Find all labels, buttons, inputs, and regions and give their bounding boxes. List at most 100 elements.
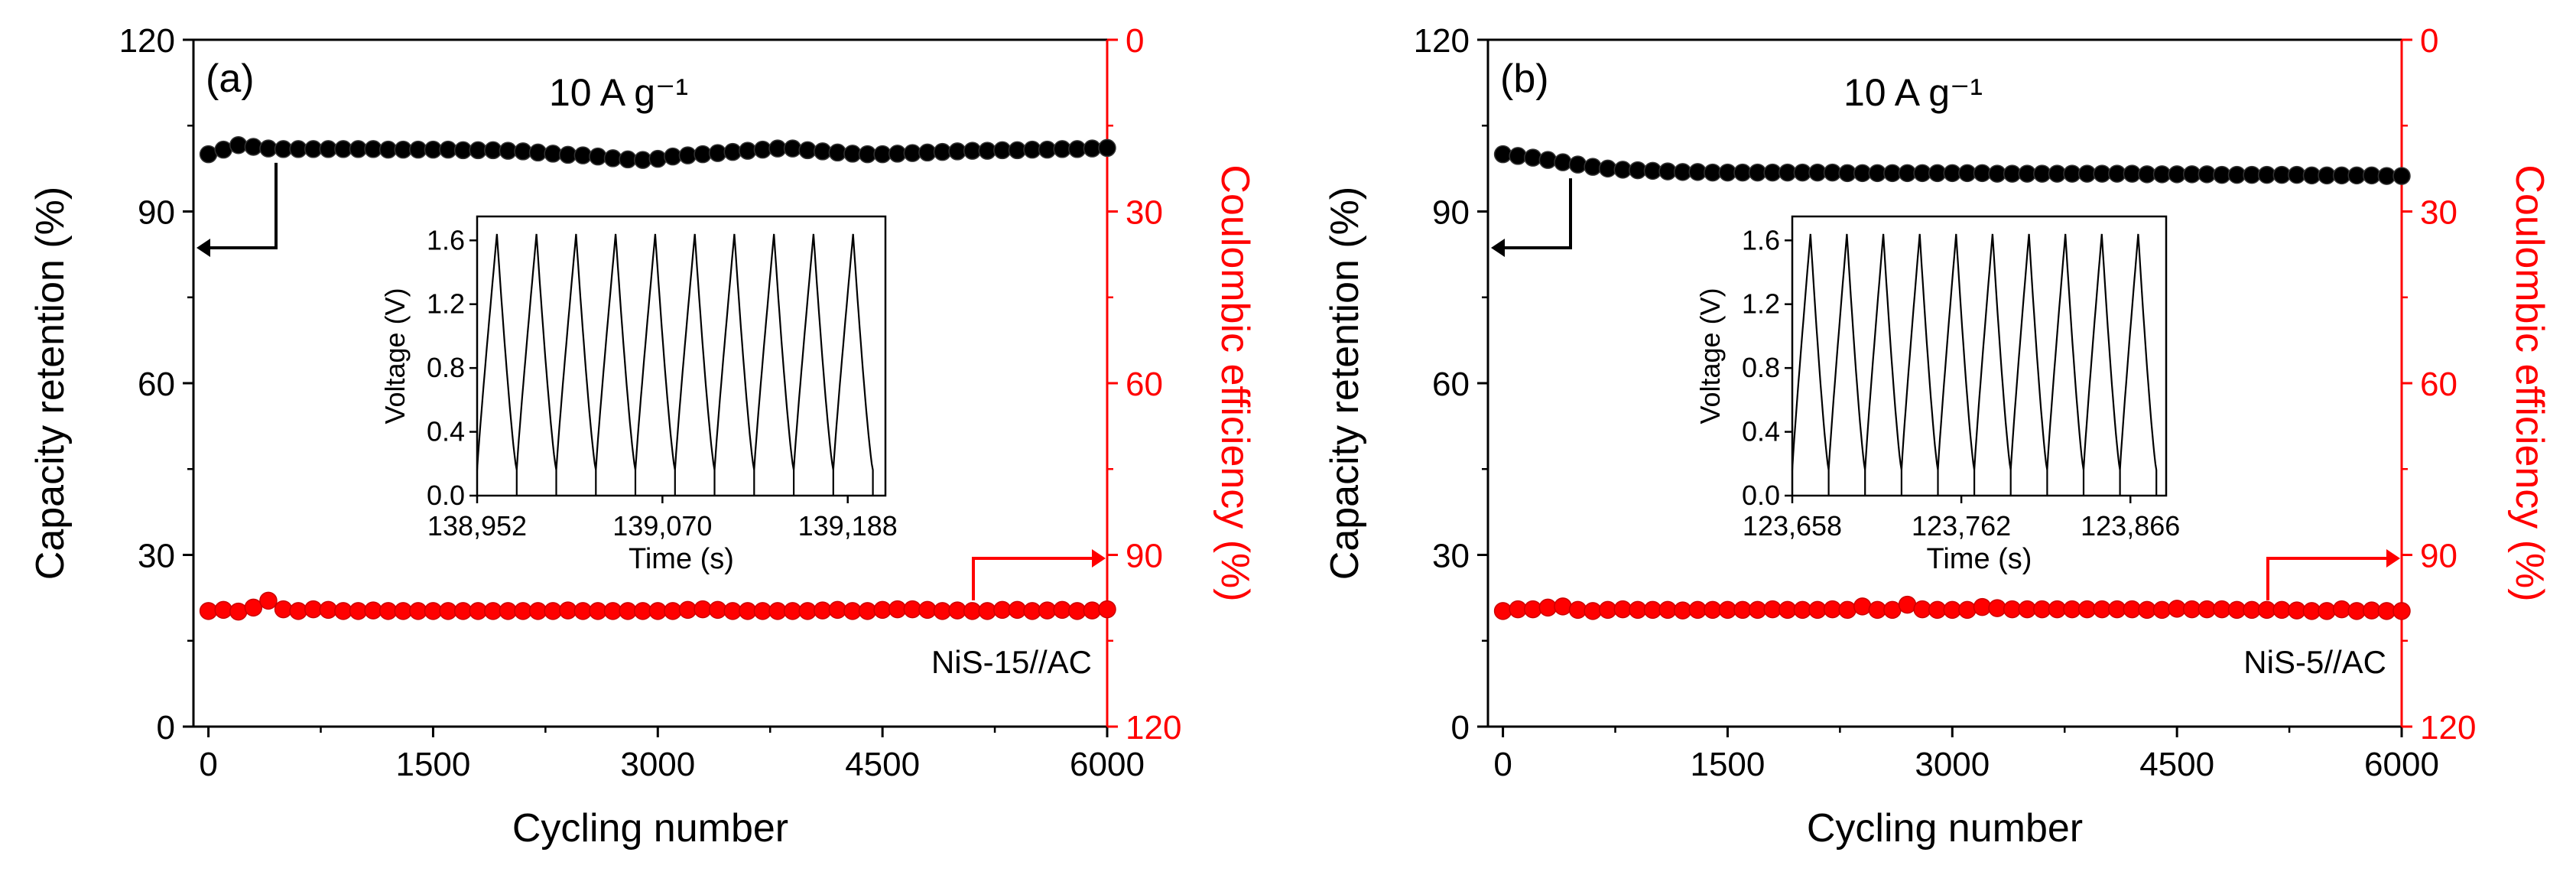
current-density-annotation: 10 A g⁻¹ — [1843, 71, 1983, 114]
x-tick-label: 4500 — [845, 746, 920, 783]
efficiency-point — [1688, 600, 1707, 620]
efficiency-point — [1524, 600, 1542, 619]
retention-point — [1883, 164, 1902, 183]
retention-point — [1053, 140, 1071, 158]
retention-point — [814, 142, 832, 161]
efficiency-point — [708, 600, 727, 620]
current-density-annotation: 10 A g⁻¹ — [549, 71, 688, 114]
retention-point — [2243, 165, 2261, 184]
y2-tick-label: 120 — [2420, 709, 2476, 747]
retention-point — [394, 140, 413, 159]
retention-point — [2363, 166, 2381, 185]
efficiency-point — [2077, 600, 2097, 619]
retention-point — [1538, 151, 1558, 169]
efficiency-point — [2048, 600, 2067, 619]
efficiency-point — [1068, 602, 1087, 620]
y2-tick-label: 90 — [2420, 538, 2457, 575]
inset-voltage-curve — [476, 233, 874, 496]
efficiency-point — [559, 601, 577, 620]
efficiency-point — [1098, 600, 1116, 619]
retention-point — [244, 138, 263, 156]
retention-point — [1853, 164, 1872, 183]
efficiency-point — [1973, 597, 1992, 616]
efficiency-point — [873, 600, 892, 620]
retention-point — [1763, 163, 1782, 182]
inset-y-tick-label: 1.6 — [1742, 224, 1780, 255]
retention-point — [963, 141, 982, 160]
efficiency-series — [199, 591, 1116, 621]
retention-point — [2332, 166, 2351, 185]
retention-point — [993, 141, 1012, 160]
efficiency-point — [229, 602, 248, 621]
y-tick-label: 30 — [1432, 538, 1470, 575]
efficiency-point — [1748, 600, 1767, 620]
efficiency-point — [2227, 600, 2246, 620]
x-tick-label: 3000 — [620, 746, 695, 783]
efficiency-point — [739, 602, 757, 620]
efficiency-point — [783, 602, 802, 620]
efficiency-point — [214, 600, 232, 620]
retention-point — [1613, 161, 1632, 179]
retention-point — [439, 140, 457, 159]
y-axis-label: Capacity retention (%) — [1323, 187, 1367, 580]
inset-voltage-curve — [1791, 233, 2158, 496]
efficiency-point — [648, 602, 668, 620]
retention-point — [1524, 148, 1542, 167]
retention-point — [2377, 167, 2396, 185]
inset-y-tick-label: 0.4 — [427, 416, 465, 447]
retention-point — [514, 142, 532, 161]
y2-tick-label: 60 — [1126, 366, 1163, 403]
efficiency-point — [499, 602, 518, 620]
x-tick-label: 6000 — [2364, 746, 2439, 783]
efficiency-point — [2363, 601, 2381, 620]
efficiency-point — [1673, 601, 1692, 620]
efficiency-point — [2108, 600, 2126, 619]
retention-point — [1838, 164, 1856, 183]
inset-y-tick-label: 0.8 — [1742, 352, 1780, 383]
efficiency-point — [2138, 600, 2156, 620]
y-tick-label: 90 — [1432, 194, 1470, 232]
right-axis-arrow — [972, 557, 1095, 600]
efficiency-point — [1554, 597, 1572, 616]
efficiency-point — [409, 602, 427, 620]
inset-chart: 0.0 0.4 0.8 1.2 1.6 138,952 139,070 139,188 Time… — [379, 215, 898, 575]
efficiency-point — [1808, 600, 1827, 620]
efficiency-point — [963, 602, 982, 620]
x-tick-label: 4500 — [2139, 746, 2214, 783]
right-axis-arrowhead — [1092, 549, 1106, 568]
efficiency-point — [678, 600, 697, 620]
efficiency-point — [484, 602, 502, 620]
efficiency-point — [2003, 600, 2022, 619]
efficiency-point — [843, 602, 862, 620]
retention-point — [2123, 164, 2142, 183]
left-axis-arrowhead — [1491, 239, 1505, 257]
y-tick-label: 60 — [1432, 366, 1470, 403]
retention-point — [484, 141, 502, 160]
efficiency-point — [1584, 602, 1602, 620]
efficiency-point — [573, 602, 593, 620]
efficiency-point — [2302, 602, 2321, 620]
efficiency-point — [1838, 600, 1856, 620]
efficiency-point — [1538, 598, 1558, 617]
retention-point — [2168, 165, 2186, 184]
inset-y-tick-label: 1.2 — [427, 288, 465, 320]
retention-point — [1988, 164, 2006, 183]
retention-point — [739, 141, 757, 160]
efficiency-series — [1493, 595, 2411, 620]
retention-point — [2182, 165, 2201, 184]
x-tick-label: 1500 — [1690, 746, 1765, 783]
inset-x-tick-label: 139,070 — [612, 510, 712, 542]
inset-x-tick-label: 123,762 — [1912, 510, 2011, 542]
efficiency-point — [1793, 600, 1812, 620]
efficiency-point — [2257, 600, 2276, 620]
inset-y-tick-label: 0.8 — [427, 352, 465, 383]
efficiency-point — [723, 602, 742, 620]
efficiency-point — [289, 602, 307, 620]
right-axis-arrowhead — [2386, 549, 2400, 568]
retention-point — [858, 145, 877, 164]
retention-point — [1913, 164, 1931, 183]
efficiency-point — [1629, 600, 1647, 620]
efficiency-point — [2288, 601, 2306, 620]
efficiency-point — [1853, 597, 1872, 616]
retention-point — [2257, 165, 2276, 184]
